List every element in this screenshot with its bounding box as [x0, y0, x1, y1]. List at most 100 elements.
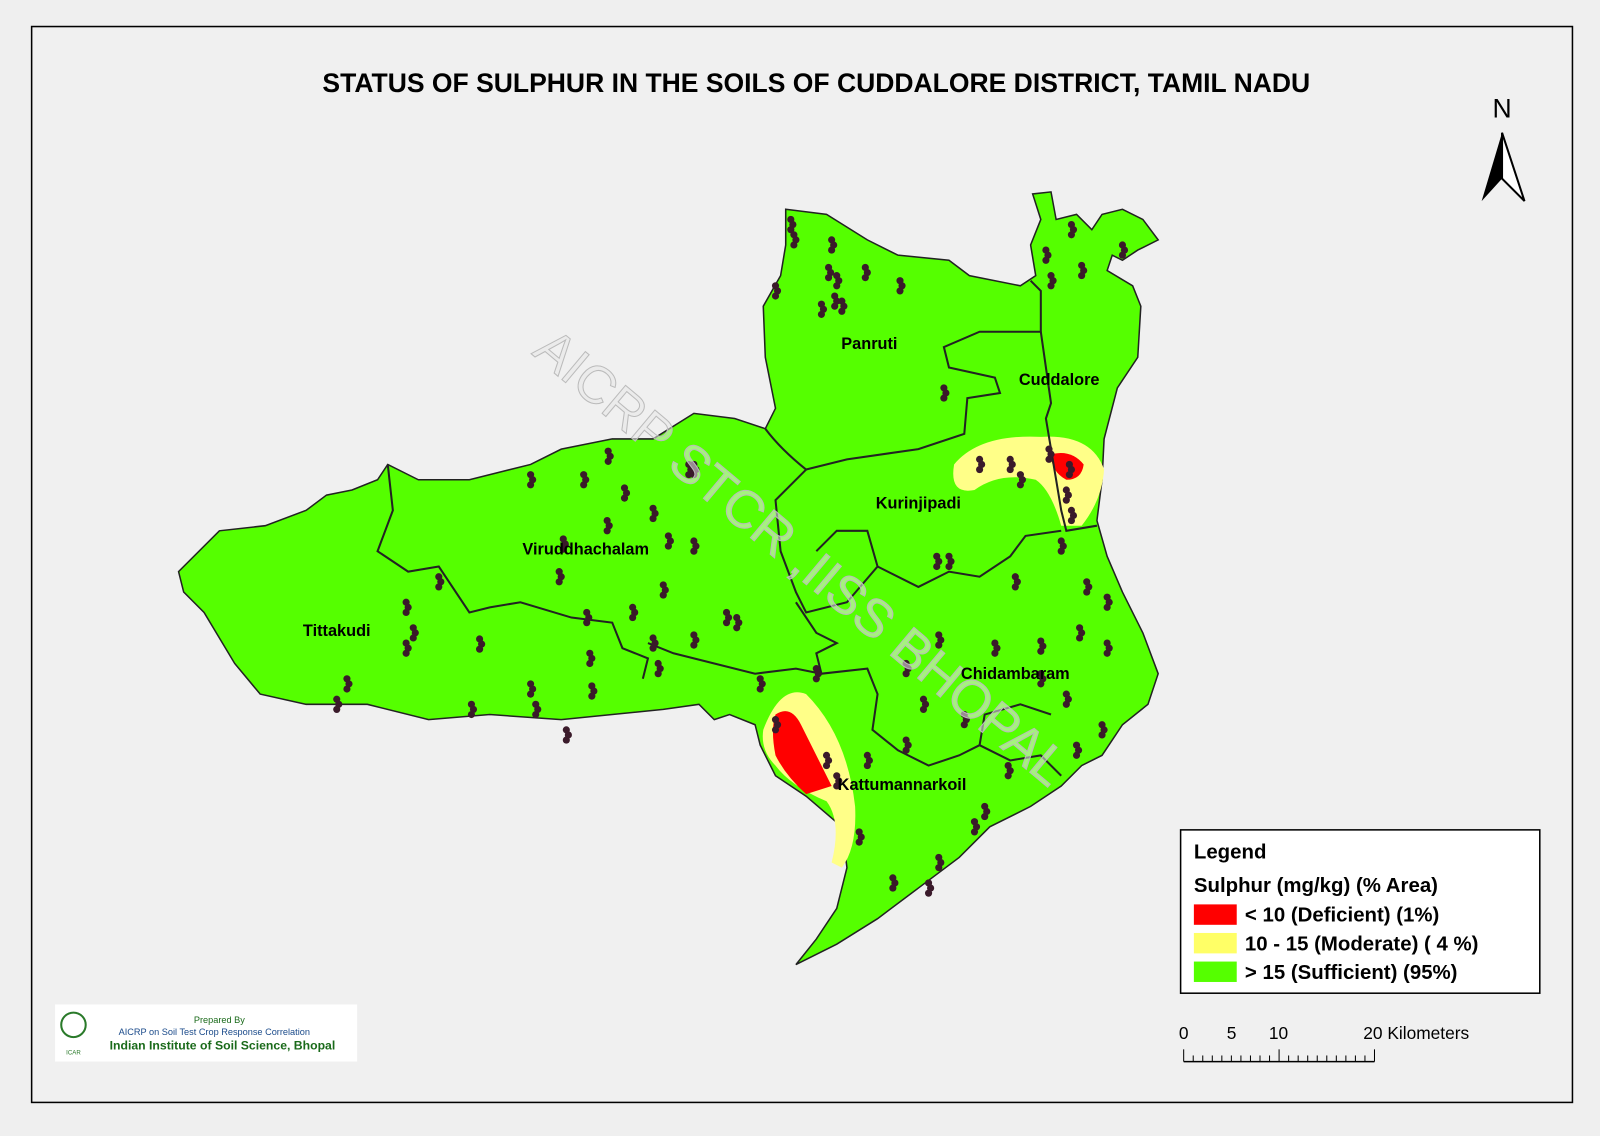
sample-point — [863, 761, 871, 770]
sample-point — [1037, 647, 1045, 655]
scale-label: 20 Kilometers — [1363, 1023, 1469, 1043]
sample-point — [532, 710, 540, 719]
credit-line: Prepared By — [194, 1015, 245, 1025]
district-label: Chidambaram — [961, 665, 1070, 683]
sample-point — [467, 710, 475, 719]
sample-point — [588, 692, 596, 700]
sample-point — [659, 591, 667, 599]
sample-point — [722, 619, 731, 627]
sample-point — [649, 514, 657, 523]
scale-labels: 0 5 10 20 Kilometers — [1179, 1023, 1470, 1043]
sample-point — [1047, 282, 1055, 290]
district-label: Viruddhachalam — [522, 540, 649, 558]
sample-point — [690, 471, 698, 479]
district-labels: Panruti Cuddalore Kurinjipadi Viruddhach… — [303, 335, 1100, 794]
sample-point — [1072, 751, 1081, 759]
sample-point — [583, 619, 591, 627]
sample-point — [343, 685, 351, 693]
sample-point — [756, 685, 764, 693]
sample-point — [555, 578, 563, 586]
sample-point — [1067, 517, 1075, 525]
sample-point — [1004, 772, 1012, 780]
logo-text: ICAR — [66, 1049, 81, 1056]
legend-label: > 15 (Sufficient) (95%) — [1245, 962, 1458, 984]
legend-swatch — [1193, 961, 1237, 982]
sample-point — [1006, 465, 1014, 474]
arrow-right — [1501, 132, 1526, 202]
sample-point — [402, 608, 410, 617]
sample-point — [831, 302, 839, 310]
sample-point — [902, 746, 910, 754]
sample-point — [685, 471, 693, 479]
sample-point — [925, 889, 933, 897]
sample-point — [1045, 455, 1053, 463]
sample-point — [828, 246, 836, 254]
legend-box — [1179, 829, 1541, 994]
sample-point — [1118, 251, 1127, 259]
district-label: Tittakudi — [303, 622, 371, 640]
sample-point — [833, 782, 841, 790]
legend-swatch — [1193, 932, 1237, 954]
scale-label: 10 — [1269, 1023, 1288, 1043]
sample-point — [935, 641, 943, 649]
sample-point — [690, 641, 698, 649]
sample-point — [933, 562, 941, 571]
map-title: STATUS OF SULPHUR IN THE SOILS OF CUDDAL… — [322, 68, 1310, 98]
credit: ICAR Prepared By AICRP on Soil Test Crop… — [55, 1004, 358, 1062]
sample-point — [664, 542, 672, 550]
scale-bar: 0 5 10 20 Kilometers — [1179, 1023, 1470, 1063]
sample-point — [855, 838, 863, 846]
logo-mark — [60, 1011, 87, 1039]
scale-ticks — [1183, 1049, 1375, 1062]
district-label: Kurinjipadi — [876, 494, 961, 512]
legend-swatch — [1193, 904, 1237, 925]
sample-point — [771, 292, 780, 300]
sample-point — [1078, 272, 1086, 280]
sample-point — [1103, 603, 1111, 611]
sample-point — [649, 644, 657, 652]
sample-point — [919, 705, 928, 713]
sample-point — [476, 645, 484, 653]
district-label: Kattumannarkoil — [838, 776, 967, 794]
sample-points — [333, 215, 1129, 897]
sample-point — [833, 282, 841, 290]
sample-point — [629, 613, 637, 622]
scale-label: 5 — [1227, 1023, 1237, 1043]
sample-point — [1067, 231, 1075, 239]
legend-label: 10 - 15 (Moderate) ( 4 %) — [1245, 933, 1479, 955]
sample-point — [559, 545, 567, 553]
sample-point — [902, 670, 910, 678]
credit-box — [55, 1004, 358, 1062]
boundaries — [376, 279, 1098, 777]
sample-point — [1016, 481, 1024, 489]
district-label: Cuddalore — [1019, 371, 1100, 389]
sample-point — [527, 690, 535, 698]
sample-point — [1037, 680, 1045, 688]
legend: Legend Sulphur (mg/kg) (% Area) < 10 (De… — [1179, 829, 1541, 994]
deficient-zone — [772, 711, 832, 795]
sample-point — [1103, 649, 1111, 657]
sample-point — [790, 241, 798, 249]
sample-point — [562, 736, 570, 744]
sample-point — [935, 864, 943, 872]
sample-point — [812, 675, 820, 683]
sample-point — [1062, 496, 1070, 504]
sample-point — [822, 761, 831, 770]
sample-point — [580, 481, 588, 489]
sample-point — [1057, 547, 1065, 555]
sample-point — [945, 562, 953, 571]
sample-point — [690, 547, 698, 555]
sample-point — [402, 649, 410, 657]
legend-label: < 10 (Deficient) (1%) — [1245, 905, 1439, 927]
sample-point — [1062, 700, 1070, 708]
sample-point — [825, 274, 833, 282]
legend-items: < 10 (Deficient) (1%) 10 - 15 (Moderate) … — [1193, 904, 1479, 984]
sample-point — [960, 721, 968, 729]
sample-point — [896, 287, 904, 295]
sample-point — [1042, 256, 1050, 264]
sample-point — [976, 465, 984, 474]
sample-point — [435, 583, 443, 591]
sample-point — [817, 310, 825, 318]
sample-point — [527, 481, 535, 489]
